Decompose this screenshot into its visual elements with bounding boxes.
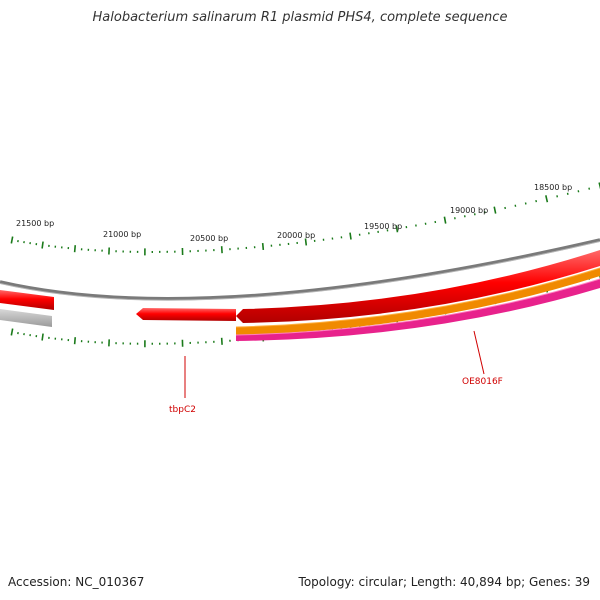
gene-left-gray-fragment[interactable] <box>0 309 52 327</box>
tick-label-21500: 21500 bp <box>16 219 54 228</box>
outer-ring-major-tick <box>443 216 447 224</box>
accession-text: Accession: NC_010367 <box>8 575 145 589</box>
tick-label-21000: 21000 bp <box>103 230 141 239</box>
tick-label-18500: 18500 bp <box>534 183 572 192</box>
feature-magenta-band[interactable] <box>236 279 600 341</box>
OE8016F-leader-line <box>473 330 485 375</box>
inner-ring-major-tick <box>73 337 77 345</box>
feature-orange-band[interactable] <box>236 268 600 335</box>
tick-label-20500: 20500 bp <box>190 234 228 243</box>
tick-label-19000: 19000 bp <box>450 206 488 215</box>
outer-ring-major-tick <box>41 241 44 249</box>
outer-ring-major-tick <box>304 238 308 246</box>
tick-label-19500: 19500 bp <box>364 222 402 231</box>
gene-label-tbpC2: tbpC2 <box>169 405 196 415</box>
inner-ring-major-tick <box>41 333 44 341</box>
plasmid-backbone <box>0 238 600 301</box>
tick-label-20000: 20000 bp <box>277 231 315 240</box>
feature-orange-band-edge <box>235 267 600 328</box>
topology-summary-text: Topology: circular; Length: 40,894 bp; G… <box>298 575 590 589</box>
outer-ring-major-tick <box>598 182 600 190</box>
map-title: Halobacterium salinarum R1 plasmid PHS4,… <box>92 10 508 25</box>
outer-ring-major-tick <box>493 206 497 214</box>
gene-label-OE8016F: OE8016F <box>462 377 503 387</box>
gene-tbpC2[interactable] <box>136 308 236 321</box>
outer-ring-major-tick <box>73 245 77 253</box>
tick-labels: 21500 bp 21000 bp 20500 bp 20000 bp 1950… <box>16 183 572 243</box>
outer-ring-major-tick <box>349 232 352 240</box>
outer-ring-major-tick <box>261 242 265 251</box>
inner-ring-major-tick <box>10 328 14 336</box>
outer-tick-ring <box>10 182 600 256</box>
gene-OE8016F[interactable] <box>236 250 600 323</box>
outer-ring-major-tick <box>545 195 549 203</box>
feature-magenta-band-edge <box>235 278 600 336</box>
outer-ring-major-tick <box>10 236 14 244</box>
plasmid-backbone-highlight <box>0 241 600 301</box>
outer-ring-major-tick <box>395 225 399 233</box>
gene-left-fragment[interactable] <box>0 290 54 310</box>
